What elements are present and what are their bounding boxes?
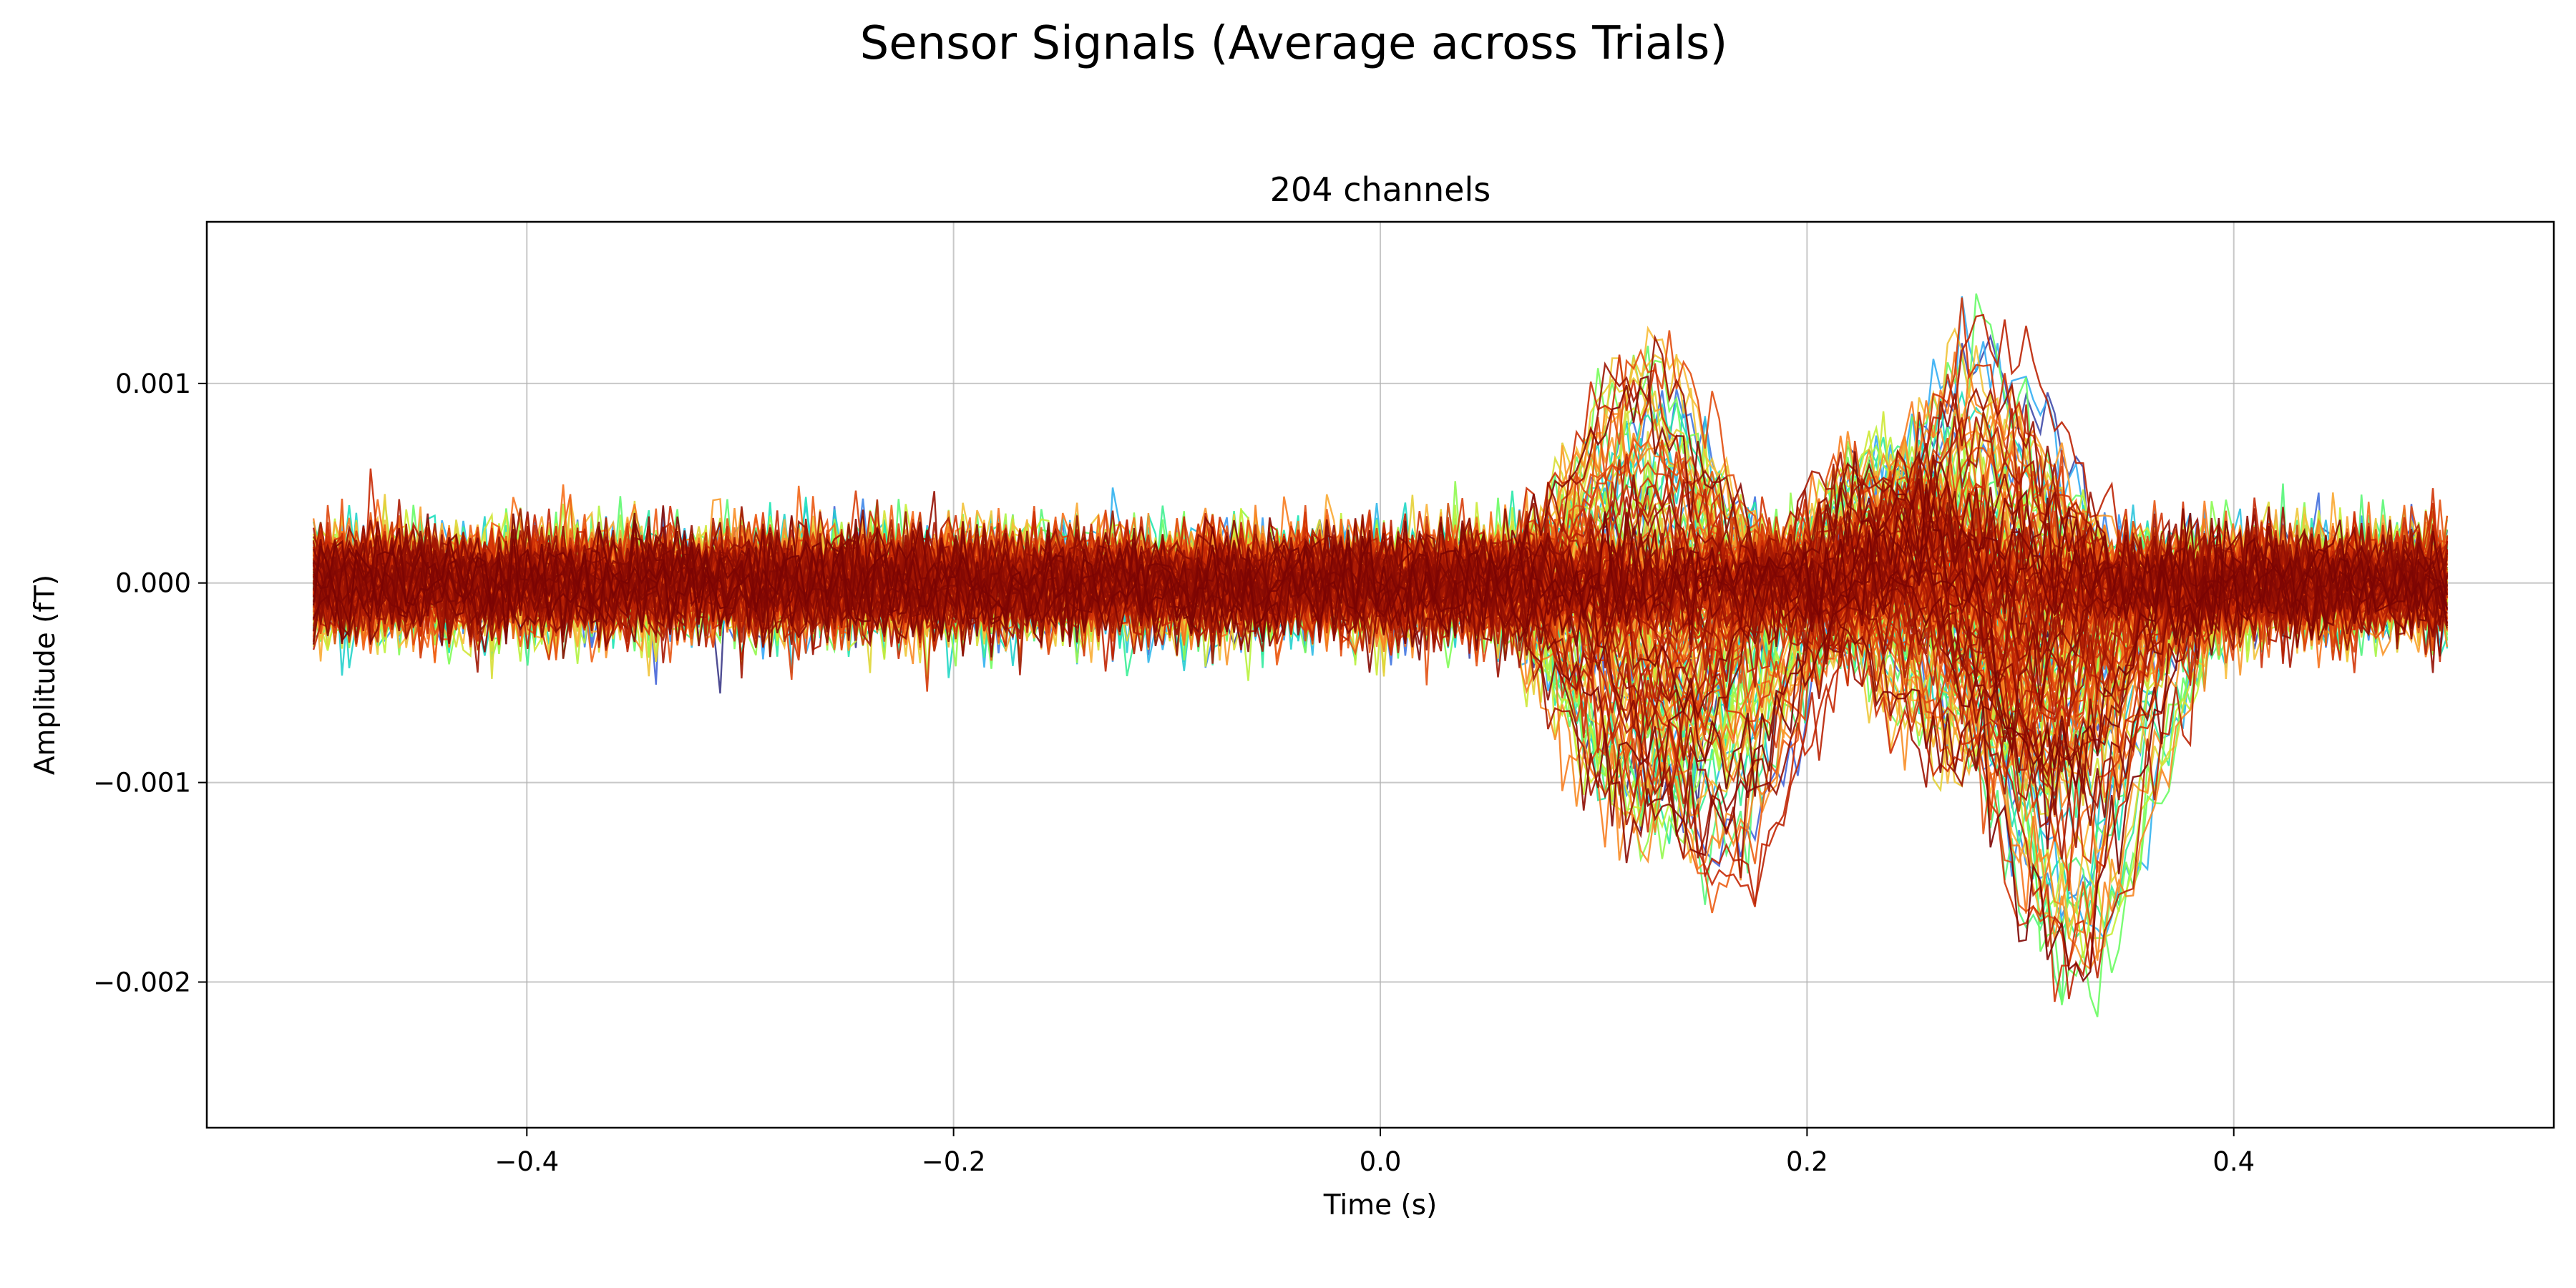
x-tick-label: 0.4 [2212, 1146, 2255, 1177]
figure-suptitle: Sensor Signals (Average across Trials) [860, 17, 1728, 70]
y-axis: 0.001 0.000 −0.001 −0.002 [93, 369, 207, 997]
y-tick-label: 0.001 [115, 369, 191, 399]
series-line [312, 484, 2449, 787]
chart-title: 204 channels [1270, 170, 1491, 209]
series-line [312, 512, 2449, 982]
y-tick-label: −0.002 [93, 967, 191, 997]
series-lines [312, 293, 2449, 1018]
y-axis-label: Amplitude (fT) [29, 575, 62, 775]
x-tick-label: −0.4 [494, 1146, 559, 1177]
x-tick-label: −0.2 [922, 1146, 986, 1177]
y-tick-label: 0.000 [115, 568, 191, 599]
y-tick-label: −0.001 [93, 768, 191, 799]
x-axis: −0.4 −0.2 0.0 0.2 0.4 [494, 1128, 2255, 1177]
series-line [312, 517, 2448, 850]
x-tick-label: 0.0 [1360, 1146, 1402, 1177]
series-line [312, 462, 2449, 659]
x-axis-label: Time (s) [1323, 1189, 1438, 1221]
x-tick-label: 0.2 [1786, 1146, 1828, 1177]
